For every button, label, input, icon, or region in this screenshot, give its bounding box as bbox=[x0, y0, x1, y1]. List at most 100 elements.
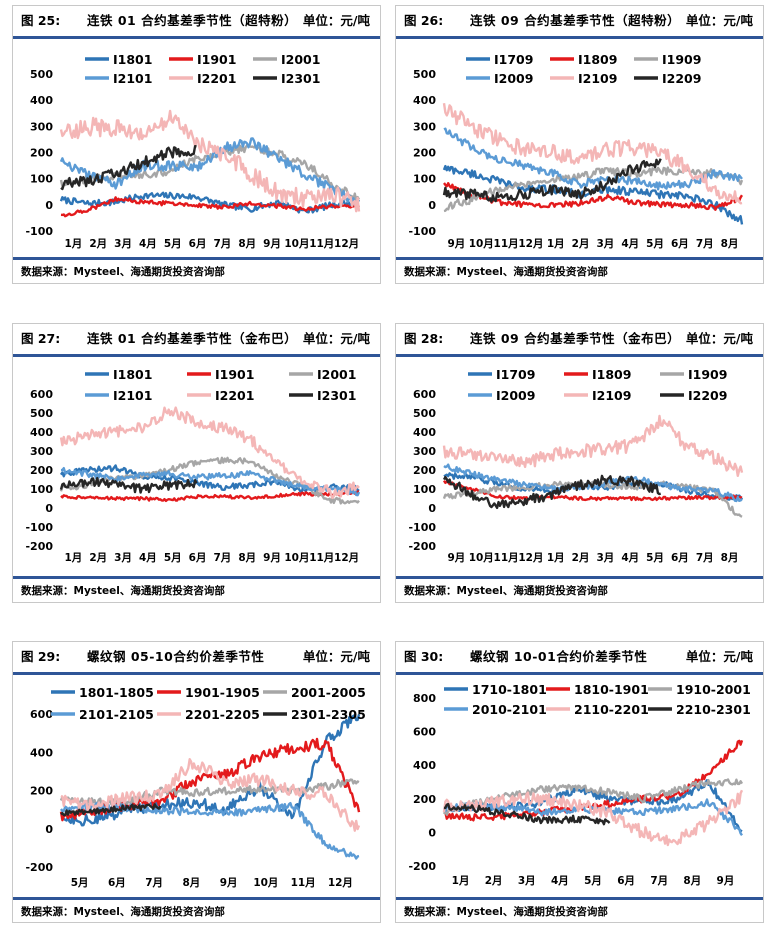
legend-label: 2010-2101 bbox=[472, 702, 547, 717]
x-tick-label: 7月 bbox=[214, 238, 232, 250]
x-tick-label: 9月 bbox=[263, 238, 281, 250]
figure-number: 图 28: bbox=[404, 331, 444, 346]
chart-title: 连铁 09 合约基差季节性（超特粉） bbox=[470, 13, 681, 28]
y-tick-label: 400 bbox=[30, 94, 53, 107]
x-tick-label: 11月 bbox=[291, 877, 316, 889]
series-line-1801-1805 bbox=[60, 713, 361, 827]
x-tick-label: 8月 bbox=[721, 238, 739, 250]
x-tick-label: 4月 bbox=[551, 875, 569, 887]
x-tick-label: 5月 bbox=[646, 552, 664, 564]
series-lines bbox=[59, 109, 361, 218]
x-tick-label: 1月 bbox=[547, 238, 565, 250]
chart-svg: -200 -100 0 100 200 300 400 500 600 9月 10月 11月 12月 1月… bbox=[408, 367, 744, 564]
panel-title-bar: 图 26: 连铁 09 合约基差季节性（超特粉） 单位：元/吨 bbox=[396, 6, 763, 36]
top-rule bbox=[396, 354, 763, 357]
chart-panel-27: 图 27: 连铁 01 合约基差季节性（金布巴） 单位：元/吨 -200 -100… bbox=[12, 323, 381, 603]
y-tick-label: 400 bbox=[413, 94, 436, 107]
x-tick-label: 9月 bbox=[448, 552, 466, 564]
series-line-I2109 bbox=[442, 414, 744, 478]
legend-label: I2109 bbox=[578, 71, 617, 86]
legend-label: I2001 bbox=[281, 52, 320, 67]
x-tick-label: 4月 bbox=[139, 238, 157, 250]
y-tick-label: -100 bbox=[25, 521, 53, 534]
x-tick-label: 3月 bbox=[114, 552, 132, 564]
unit-label: 单位：元/吨 bbox=[685, 331, 753, 346]
y-tick-label: -100 bbox=[408, 521, 436, 534]
x-tick-label: 12月 bbox=[518, 238, 543, 250]
legend-label: 1801-1805 bbox=[79, 685, 154, 700]
legend-label: I2301 bbox=[281, 71, 320, 86]
y-tick-label: 200 bbox=[30, 785, 53, 798]
x-tick-label: 7月 bbox=[696, 552, 714, 564]
y-tick-label: 100 bbox=[30, 483, 53, 496]
figure-number: 图 30: bbox=[404, 649, 444, 664]
x-tick-label: 2月 bbox=[572, 552, 590, 564]
y-tick-label: 600 bbox=[413, 726, 436, 739]
series-line-I1809 bbox=[442, 479, 743, 502]
x-tick-label: 12月 bbox=[518, 552, 543, 564]
x-tick-label: 3月 bbox=[597, 552, 615, 564]
x-tick-label: 12月 bbox=[334, 238, 359, 250]
legend-label: 2101-2105 bbox=[79, 707, 154, 722]
y-axis: -200 -100 0 100 200 300 400 500 600 bbox=[25, 388, 53, 553]
series-line-I2209 bbox=[442, 474, 662, 510]
panel-title-bar: 图 25: 连铁 01 合约基差季节性（超特粉） 单位：元/吨 bbox=[13, 6, 380, 36]
legend-label: I1801 bbox=[113, 367, 152, 382]
x-tick-label: 3月 bbox=[597, 238, 615, 250]
legend-label: 1710-1801 bbox=[472, 682, 547, 697]
chart-svg: -100 0 100 200 300 400 500 9月 10月 11月 12月 1月 2月 3月 4月 5… bbox=[408, 52, 744, 250]
y-tick-label: 0 bbox=[45, 199, 53, 212]
x-tick-label: 7月 bbox=[696, 238, 714, 250]
x-tick-label: 10月 bbox=[253, 877, 278, 889]
legend: I1801 I1901 I2001 I2101 I2201 I2301 bbox=[85, 367, 356, 403]
x-tick-label: 10月 bbox=[284, 552, 309, 564]
unit-label: 单位：元/吨 bbox=[302, 331, 370, 346]
y-tick-label: 500 bbox=[30, 407, 53, 420]
x-axis: 9月 10月 11月 12月 1月 2月 3月 4月 5月 6月 7月 8月 bbox=[448, 238, 739, 250]
legend: I1709 I1809 I1909 I2009 I2109 I2209 bbox=[466, 52, 701, 86]
x-axis: 1月 2月 3月 4月 5月 6月 7月 8月 9月 10月 11月 12月 bbox=[65, 552, 360, 564]
legend-label: 2210-2301 bbox=[676, 702, 751, 717]
x-tick-label: 2月 bbox=[485, 875, 503, 887]
x-tick-label: 11月 bbox=[309, 552, 334, 564]
unit-label: 单位：元/吨 bbox=[302, 649, 370, 664]
x-tick-label: 6月 bbox=[108, 877, 126, 889]
series-line-2110-2201 bbox=[442, 789, 744, 847]
panel-title-bar: 图 29: 螺纹钢 05-10合约价差季节性 单位：元/吨 bbox=[13, 642, 380, 672]
y-tick-label: 600 bbox=[30, 708, 53, 721]
x-tick-label: 5月 bbox=[71, 877, 89, 889]
x-tick-label: 3月 bbox=[114, 238, 132, 250]
legend-label: I1801 bbox=[113, 52, 152, 67]
legend: I1709 I1809 I1909 I2009 I2109 I2209 bbox=[468, 367, 727, 403]
y-tick-label: -200 bbox=[25, 540, 53, 553]
x-tick-label: 12月 bbox=[334, 552, 359, 564]
x-tick-label: 6月 bbox=[189, 238, 207, 250]
series-line-I2301 bbox=[59, 476, 198, 494]
y-tick-label: 300 bbox=[413, 120, 436, 133]
figure-number: 图 26: bbox=[404, 13, 444, 28]
x-tick-label: 11月 bbox=[309, 238, 334, 250]
series-lines bbox=[442, 103, 744, 225]
chart-panel-26: 图 26: 连铁 09 合约基差季节性（超特粉） 单位：元/吨 -100 0 100… bbox=[395, 5, 764, 284]
x-tick-label: 5月 bbox=[164, 552, 182, 564]
y-tick-label: 100 bbox=[30, 173, 53, 186]
source-note: 数据来源：Mysteel、海通期货投资咨询部 bbox=[404, 906, 608, 918]
legend: 1801-1805 1901-1905 2001-2005 2101-2105 2201… bbox=[51, 685, 366, 722]
x-tick-label: 9月 bbox=[263, 552, 281, 564]
y-tick-label: 200 bbox=[30, 147, 53, 160]
chart-svg: -200 -100 0 100 200 300 400 500 600 1月 2月 3月 4月 5月 6月 7… bbox=[25, 367, 361, 564]
bottom-rule bbox=[13, 257, 380, 260]
series-line-I1909 bbox=[443, 166, 744, 213]
legend-label: I2301 bbox=[317, 388, 356, 403]
legend-label: I2201 bbox=[197, 71, 236, 86]
unit-label: 单位：元/吨 bbox=[302, 13, 370, 28]
y-tick-label: 300 bbox=[30, 120, 53, 133]
x-tick-label: 9月 bbox=[220, 877, 238, 889]
top-rule bbox=[13, 354, 380, 357]
x-axis: 5月 6月 7月 8月 9月 10月 11月 12月 bbox=[71, 877, 353, 889]
y-tick-label: 200 bbox=[413, 464, 436, 477]
bottom-rule bbox=[13, 576, 380, 579]
source-note: 数据来源：Mysteel、海通期货投资咨询部 bbox=[21, 906, 225, 918]
x-tick-label: 5月 bbox=[584, 875, 602, 887]
y-tick-label: 200 bbox=[413, 793, 436, 806]
